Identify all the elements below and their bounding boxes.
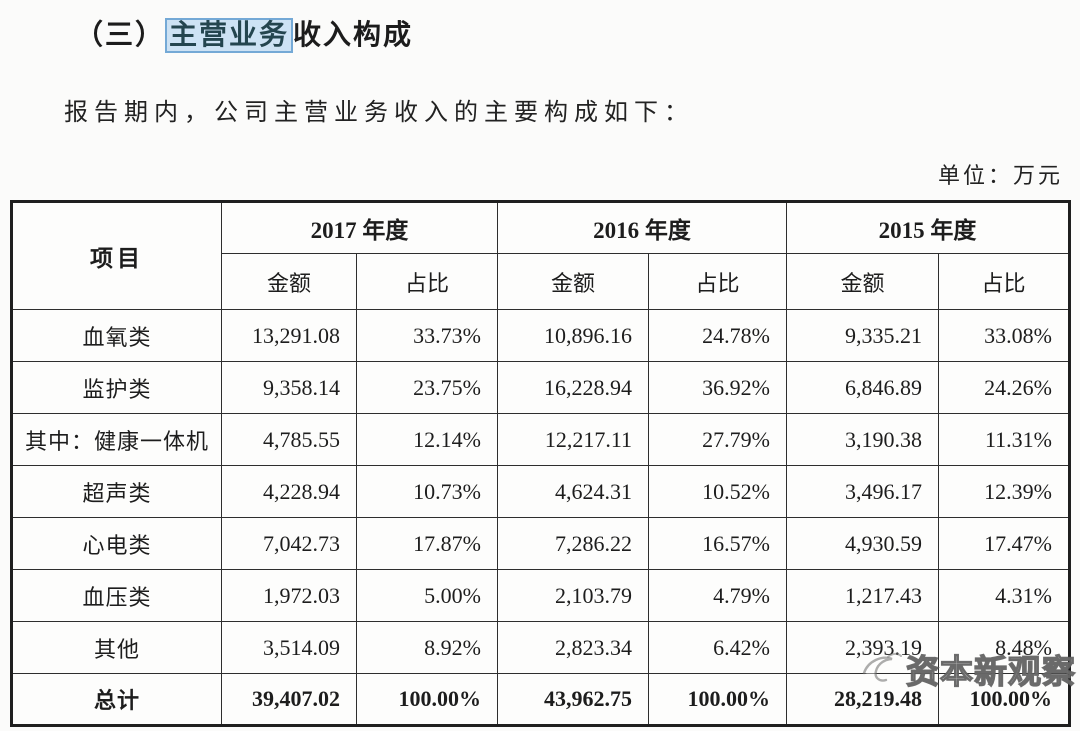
amount-cell: 4,228.94 [221,465,357,518]
share-cell: 100.00% [938,673,1070,726]
amount-cell: 6,846.89 [786,361,939,414]
amount-cell: 2,103.79 [497,569,649,622]
column-header-share-2015: 占比 [938,253,1070,310]
amount-cell: 4,624.31 [497,465,649,518]
share-cell: 5.00% [356,569,498,622]
section-title-prefix: （三） [75,20,166,51]
table-row: 血氧类 13,291.08 33.73% 10,896.16 24.78% 9,335.2… [11,309,1070,362]
amount-cell: 13,291.08 [221,309,357,362]
amount-cell: 9,335.21 [786,309,939,362]
share-cell: 8.92% [356,621,498,674]
table-row: 超声类 4,228.94 10.73% 4,624.31 10.52% 3,496.17 1… [11,465,1070,518]
table-row: 其他 3,514.09 8.92% 2,823.34 6.42% 2,393.19 8.48… [11,621,1070,674]
row-label: 其中：健康一体机 [11,413,222,466]
amount-cell: 43,962.75 [497,673,649,726]
share-cell: 8.48% [938,621,1070,674]
column-group-2016: 2016 年度 [497,201,787,254]
share-cell: 17.47% [938,517,1070,570]
row-label: 超声类 [11,465,222,518]
amount-cell: 3,514.09 [221,621,357,674]
share-cell: 6.42% [648,621,787,674]
table-body: 血氧类 13,291.08 33.73% 10,896.16 24.78% 9,335.2… [11,309,1070,726]
share-cell: 12.39% [938,465,1070,518]
row-label: 其他 [11,621,222,674]
share-cell: 16.57% [648,517,787,570]
share-cell: 10.52% [648,465,787,518]
amount-cell: 12,217.11 [497,413,649,466]
share-cell: 33.73% [356,309,498,362]
row-label: 血压类 [11,569,222,622]
share-cell: 24.26% [938,361,1070,414]
share-cell: 100.00% [648,673,787,726]
table-row: 监护类 9,358.14 23.75% 16,228.94 36.92% 6,846.89… [11,361,1070,414]
row-label: 总计 [11,673,222,726]
section-title-suffix: 收入构成 [293,20,414,51]
amount-cell: 28,219.48 [786,673,939,726]
share-cell: 4.79% [648,569,787,622]
unit-label: 单位：万元 [937,163,1063,188]
amount-cell: 3,496.17 [786,465,939,518]
share-cell: 24.78% [648,309,787,362]
column-group-2017: 2017 年度 [221,201,498,254]
share-cell: 33.08% [938,309,1070,362]
column-header-item: 项目 [11,201,222,310]
amount-cell: 1,972.03 [221,569,357,622]
share-cell: 17.87% [356,517,498,570]
amount-cell: 7,286.22 [497,517,649,570]
amount-cell: 9,358.14 [221,361,357,414]
column-header-amount-2015: 金额 [786,253,939,310]
intro-sentence: 报告期内，公司主营业务收入的主要构成如下： [64,100,694,126]
column-header-amount-2016: 金额 [497,253,649,310]
revenue-composition-table: 项目 2017 年度 2016 年度 2015 年度 金额 占比 金额 占比 金… [10,200,1071,727]
share-cell: 10.73% [356,465,498,518]
amount-cell: 3,190.38 [786,413,939,466]
column-header-share-2016: 占比 [648,253,787,310]
table-header-year-row: 项目 2017 年度 2016 年度 2015 年度 [11,201,1070,310]
share-cell: 36.92% [648,361,787,414]
amount-cell: 16,228.94 [497,361,649,414]
table-row: 心电类 7,042.73 17.87% 7,286.22 16.57% 4,930.59 1… [11,517,1070,570]
share-cell: 11.31% [938,413,1070,466]
amount-cell: 39,407.02 [221,673,357,726]
share-cell: 100.00% [356,673,498,726]
share-cell: 27.79% [648,413,787,466]
column-header-share-2017: 占比 [356,253,498,310]
table-row: 其中：健康一体机 4,785.55 12.14% 12,217.11 27.79% 3,1… [11,413,1070,466]
table-row-total: 总计 39,407.02 100.00% 43,962.75 100.00% 28,219… [11,673,1070,726]
section-title: （三） 主营业务 收入构成 [75,13,413,53]
share-cell: 23.75% [356,361,498,414]
amount-cell: 4,785.55 [221,413,357,466]
row-label: 心电类 [11,517,222,570]
share-cell: 4.31% [938,569,1070,622]
amount-cell: 10,896.16 [497,309,649,362]
table-row: 血压类 1,972.03 5.00% 2,103.79 4.79% 1,217.43 4.3… [11,569,1070,622]
amount-cell: 2,823.34 [497,621,649,674]
amount-cell: 7,042.73 [221,517,357,570]
column-header-amount-2017: 金额 [221,253,357,310]
amount-cell: 4,930.59 [786,517,939,570]
row-label: 血氧类 [11,309,222,362]
share-cell: 12.14% [356,413,498,466]
amount-cell: 2,393.19 [786,621,939,674]
column-group-2015: 2015 年度 [786,201,1070,254]
amount-cell: 1,217.43 [786,569,939,622]
row-label: 监护类 [11,361,222,414]
section-title-highlighted-term: 主营业务 [165,18,294,53]
